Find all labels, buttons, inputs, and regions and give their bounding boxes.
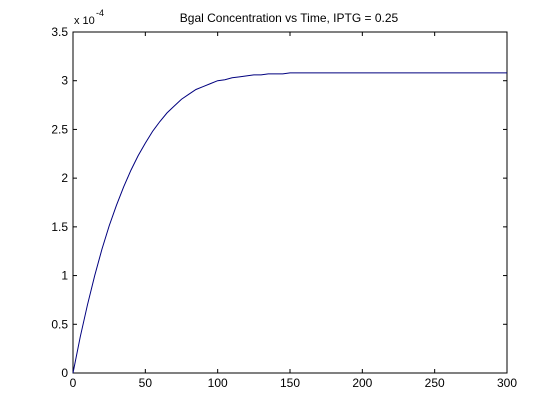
x-tick-label: 150 xyxy=(280,376,300,390)
x-tick-label: 0 xyxy=(70,376,77,390)
y-multiplier-base: x 10 xyxy=(74,15,95,27)
x-axis-ticks: 0 50 100 150 200 250 300 xyxy=(70,32,517,390)
x-tick-label: 300 xyxy=(497,376,517,390)
y-tick-label: 3.5 xyxy=(51,25,68,39)
y-axis-ticks: 0 0.5 1 1.5 2 2.5 3 3.5 xyxy=(51,25,507,380)
x-tick-label: 250 xyxy=(425,376,445,390)
y-tick-label: 0 xyxy=(61,366,68,380)
y-tick-label: 1 xyxy=(61,269,68,283)
y-tick-label: 1.5 xyxy=(51,220,68,234)
plot-area xyxy=(72,31,508,374)
y-tick-label: 2.5 xyxy=(51,122,68,136)
y-tick-label: 0.5 xyxy=(51,317,68,331)
y-multiplier-exponent: -4 xyxy=(96,8,104,18)
x-tick-label: 200 xyxy=(352,376,372,390)
x-tick-label: 50 xyxy=(139,376,153,390)
chart-title: Bgal Concentration vs Time, IPTG = 0.25 xyxy=(180,11,399,25)
concentration-line xyxy=(72,72,507,374)
y-tick-label: 3 xyxy=(61,74,68,88)
y-tick-label: 2 xyxy=(61,171,68,185)
x-tick-label: 100 xyxy=(208,376,228,390)
